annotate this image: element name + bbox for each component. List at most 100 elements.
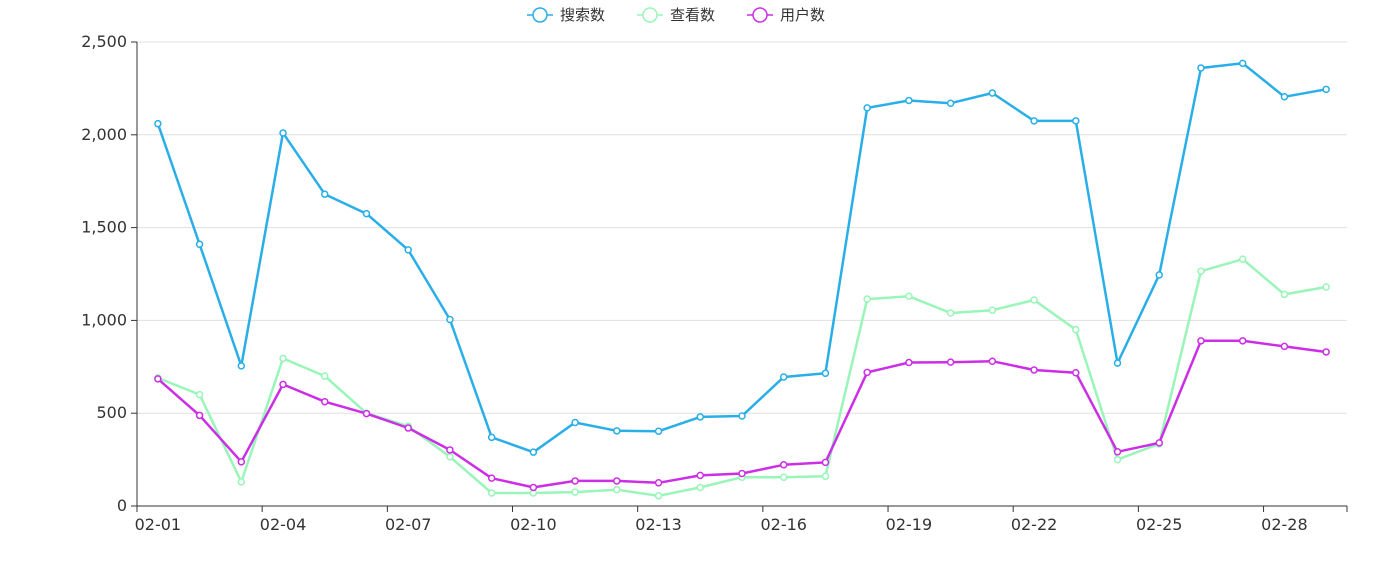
- data-point[interactable]: [446, 315, 454, 324]
- data-point[interactable]: [571, 477, 579, 485]
- data-point[interactable]: [1280, 93, 1289, 101]
- data-point[interactable]: [487, 474, 496, 482]
- data-point[interactable]: [571, 488, 579, 496]
- data-point[interactable]: [529, 483, 538, 492]
- data-point[interactable]: [1113, 359, 1122, 367]
- data-point[interactable]: [988, 306, 997, 314]
- data-point[interactable]: [738, 469, 746, 478]
- data-point[interactable]: [279, 354, 287, 363]
- data-point[interactable]: [988, 89, 997, 97]
- y-tick-label: 1,000: [81, 310, 127, 329]
- data-point[interactable]: [195, 240, 204, 249]
- data-point[interactable]: [446, 446, 454, 454]
- data-point[interactable]: [1197, 64, 1205, 72]
- series-1: [154, 255, 1330, 500]
- series-2: [154, 337, 1330, 492]
- data-point[interactable]: [1280, 342, 1289, 351]
- data-point[interactable]: [446, 453, 454, 461]
- x-tick-label: 02-13: [635, 515, 682, 534]
- data-point[interactable]: [863, 368, 871, 377]
- data-point[interactable]: [154, 119, 162, 128]
- y-tick-label: 0: [117, 496, 127, 515]
- data-point[interactable]: [821, 472, 830, 481]
- data-point[interactable]: [613, 427, 621, 435]
- y-tick-label: 2,500: [81, 32, 127, 51]
- data-point[interactable]: [779, 473, 788, 481]
- data-point[interactable]: [905, 96, 913, 105]
- data-point[interactable]: [1197, 267, 1205, 275]
- data-point[interactable]: [654, 479, 663, 487]
- data-point[interactable]: [696, 413, 705, 421]
- data-point[interactable]: [863, 104, 871, 112]
- data-point[interactable]: [905, 358, 913, 367]
- data-point[interactable]: [863, 295, 871, 303]
- data-point[interactable]: [279, 380, 287, 389]
- series-line: [156, 62, 1327, 454]
- data-point[interactable]: [195, 390, 204, 399]
- data-point[interactable]: [362, 209, 371, 218]
- data-point[interactable]: [1238, 59, 1247, 68]
- legend-item[interactable]: 用户数: [747, 6, 825, 24]
- x-tick-label: 02-04: [260, 515, 307, 534]
- data-point[interactable]: [821, 458, 830, 467]
- data-point[interactable]: [946, 99, 955, 107]
- data-point[interactable]: [779, 373, 788, 381]
- data-point[interactable]: [654, 492, 663, 500]
- legend-item[interactable]: 查看数: [637, 6, 715, 24]
- data-point[interactable]: [1280, 290, 1289, 299]
- data-point[interactable]: [1155, 271, 1163, 279]
- data-point[interactable]: [696, 471, 705, 480]
- data-point[interactable]: [1155, 439, 1163, 447]
- legend-label: 查看数: [670, 6, 715, 24]
- data-point[interactable]: [529, 448, 538, 456]
- data-point[interactable]: [321, 397, 329, 406]
- data-point[interactable]: [1072, 325, 1080, 334]
- data-point[interactable]: [613, 485, 621, 494]
- data-point[interactable]: [1322, 348, 1330, 356]
- data-point[interactable]: [1238, 337, 1247, 345]
- data-point[interactable]: [779, 461, 788, 469]
- data-point[interactable]: [487, 489, 496, 497]
- data-point[interactable]: [1322, 85, 1330, 94]
- data-point[interactable]: [237, 458, 246, 466]
- data-point[interactable]: [988, 357, 997, 365]
- data-point[interactable]: [154, 375, 162, 383]
- x-tick-label: 02-28: [1261, 515, 1308, 534]
- x-tick-label: 02-10: [510, 515, 557, 534]
- data-point[interactable]: [404, 424, 412, 432]
- data-point[interactable]: [571, 418, 579, 427]
- data-point[interactable]: [613, 477, 621, 485]
- legend-label: 用户数: [780, 6, 825, 24]
- data-point[interactable]: [1030, 366, 1038, 374]
- x-tick-label: 02-22: [1011, 515, 1058, 534]
- data-point[interactable]: [738, 412, 746, 420]
- data-point[interactable]: [1030, 296, 1038, 304]
- data-point[interactable]: [1322, 283, 1330, 291]
- data-point[interactable]: [821, 369, 830, 378]
- data-point[interactable]: [1197, 337, 1205, 345]
- data-point[interactable]: [321, 190, 329, 198]
- data-point[interactable]: [1072, 117, 1080, 125]
- data-point[interactable]: [1072, 368, 1080, 377]
- data-point[interactable]: [1113, 448, 1122, 456]
- data-point[interactable]: [946, 358, 955, 366]
- data-point[interactable]: [404, 246, 412, 254]
- data-point[interactable]: [1030, 117, 1038, 125]
- data-point[interactable]: [279, 129, 287, 137]
- data-point[interactable]: [321, 372, 329, 380]
- data-point[interactable]: [1113, 455, 1122, 464]
- data-point[interactable]: [195, 411, 204, 420]
- data-point[interactable]: [654, 427, 663, 435]
- grid-lines: [137, 41, 1347, 414]
- data-point[interactable]: [696, 483, 705, 492]
- legend-item[interactable]: 搜索数: [527, 6, 605, 24]
- data-point[interactable]: [1238, 255, 1247, 263]
- data-point[interactable]: [946, 309, 955, 317]
- data-point[interactable]: [362, 409, 371, 418]
- x-tick-label: 02-25: [1136, 515, 1183, 534]
- data-point[interactable]: [905, 292, 913, 301]
- data-point[interactable]: [237, 478, 246, 486]
- data-point[interactable]: [237, 362, 246, 370]
- data-point[interactable]: [487, 433, 496, 442]
- legend-marker-icon: [532, 7, 548, 23]
